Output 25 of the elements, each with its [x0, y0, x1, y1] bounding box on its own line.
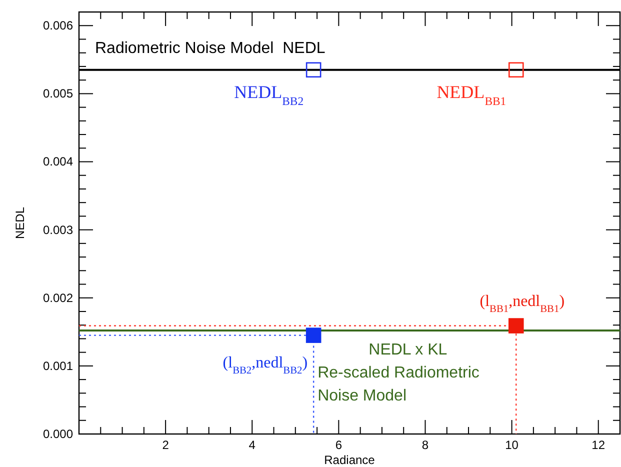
x-tick-label: 6	[335, 438, 342, 452]
x-axis-title: Radiance	[324, 453, 376, 467]
y-tick-label: 0.005	[42, 86, 74, 101]
point	[508, 318, 524, 334]
y-tick-label: 0.006	[42, 18, 74, 33]
series-label: (l$_{BB1}$,nedl$_{BB1}$)	[480, 292, 565, 314]
y-axis-title: NEDL	[13, 206, 27, 240]
y-tick-label: 0.001	[42, 358, 74, 373]
point	[508, 62, 524, 78]
x-tick-label: 10	[505, 438, 519, 452]
series-label: (l$_{BB2}$,nedl$_{BB2}$)	[222, 354, 308, 376]
x-tick-label: 8	[422, 438, 429, 452]
y-tick-label: 0.002	[42, 290, 74, 305]
y-tick-label: 0.004	[42, 154, 74, 169]
x-tick-label: 2	[162, 438, 170, 452]
point	[306, 62, 322, 78]
series-label: NEDL$_{BB1}$	[436, 82, 506, 108]
point	[306, 328, 322, 343]
series-label: NEDL$_{BB2}$	[234, 82, 304, 108]
series-label: NEDL x KL Re-scaled Radiometric Noise Model	[318, 342, 480, 405]
x-tick-label: 12	[592, 438, 606, 452]
y-tick-label: 0.003	[42, 222, 74, 237]
y-tick-label: 0.000	[42, 427, 74, 441]
text: Radiometric Noise Model NEDL	[95, 40, 326, 57]
x-tick-label: 4	[248, 438, 256, 452]
